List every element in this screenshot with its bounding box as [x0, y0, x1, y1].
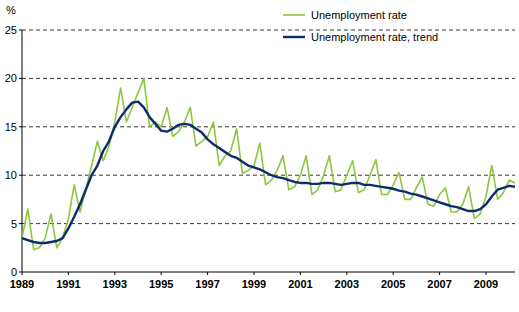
x-tick-label: 1993 [103, 278, 127, 290]
chart: % 0 5 10 15 20 25 1989 1991 1993 1995 1997 1999 2001 2… [0, 0, 519, 312]
x-tick-label: 1999 [242, 278, 266, 290]
x-tick-label: 1995 [149, 278, 173, 290]
legend-label: Unemployment rate, trend [311, 31, 438, 43]
x-tick-label: 1991 [56, 278, 80, 290]
grid-line [22, 223, 515, 224]
legend-swatch [283, 14, 305, 16]
y-tick-label: 25 [5, 24, 17, 36]
y-tick-label: 5 [11, 218, 17, 230]
series-line [22, 78, 515, 249]
legend-label: Unemployment rate [311, 9, 407, 21]
x-tick-label: 2005 [381, 278, 405, 290]
x-tick-label: 1997 [195, 278, 219, 290]
y-tick-label: 20 [5, 72, 17, 84]
x-tick-label: 2003 [335, 278, 359, 290]
y-tick-label: 15 [5, 121, 17, 133]
series-line [22, 102, 515, 243]
x-tick-label: 1989 [10, 278, 34, 290]
y-tick-label: 10 [5, 169, 17, 181]
legend-swatch [283, 36, 305, 38]
grid-line [22, 126, 515, 127]
grid-line [22, 30, 515, 31]
x-tick-label: 2009 [474, 278, 498, 290]
x-tick-label: 2007 [427, 278, 451, 290]
y-tick-label: 0 [11, 266, 17, 278]
x-tick-label: 2001 [288, 278, 312, 290]
y-axis-label: % [6, 4, 16, 16]
x-axis [22, 272, 515, 273]
plot-area [22, 78, 515, 249]
grid-line [22, 78, 515, 79]
